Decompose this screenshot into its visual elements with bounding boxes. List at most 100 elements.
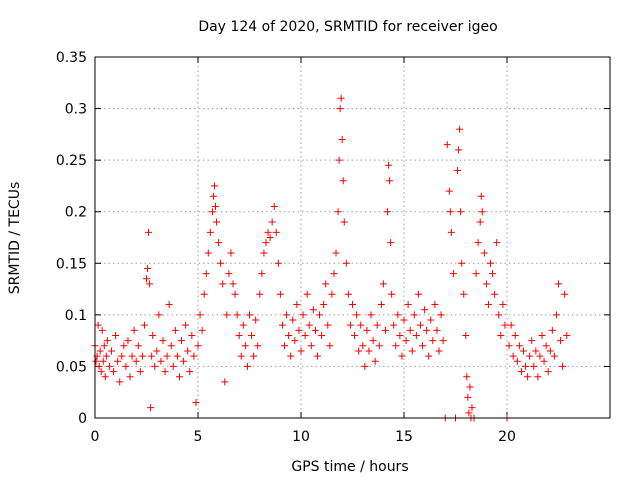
data-point-marker (563, 331, 571, 339)
data-point-marker (357, 321, 365, 329)
data-point-marker (455, 146, 463, 154)
data-point-marker (373, 321, 381, 329)
data-point-marker (167, 342, 175, 350)
chart-title: Day 124 of 2020, SRMTID for receiver ige… (198, 19, 497, 35)
data-point-marker (487, 259, 495, 267)
data-point-marker (468, 404, 476, 412)
x-tick-label: 10 (292, 429, 310, 445)
data-point-marker (96, 347, 104, 355)
data-point-marker (97, 368, 105, 376)
data-point-marker (449, 270, 457, 278)
axis-ticks: 0 0.05 0.1 0.15 0.2 0.25 0.3 0.35 0 5 10 15 20 (56, 50, 610, 445)
data-point-marker (163, 352, 171, 360)
data-point-marker (161, 368, 169, 376)
data-point-marker (489, 270, 497, 278)
data-point-marker (443, 141, 451, 149)
grid-lines (95, 57, 610, 418)
data-point-marker (110, 368, 118, 376)
data-point-marker (301, 331, 309, 339)
data-point-marker (371, 357, 379, 365)
data-point-marker (406, 326, 414, 334)
data-point-marker (287, 352, 295, 360)
data-point-marker (192, 399, 200, 407)
data-point-marker (480, 249, 488, 257)
data-point-marker (138, 352, 146, 360)
data-point-marker (472, 270, 480, 278)
data-point-marker (349, 301, 356, 309)
data-point-marker (213, 218, 221, 226)
data-point-marker (377, 301, 385, 309)
data-point-marker (493, 239, 501, 247)
data-point-marker (484, 301, 492, 309)
data-point-marker (116, 378, 124, 386)
data-point-marker (128, 352, 136, 360)
data-point-marker (235, 331, 243, 339)
plot-frame (94, 56, 611, 419)
data-point-marker (151, 362, 159, 370)
data-point-marker (120, 342, 128, 350)
data-point-marker (146, 280, 154, 288)
data-point-marker (328, 290, 336, 298)
data-point-marker (519, 347, 527, 355)
data-point-marker (215, 239, 223, 247)
x-tick-label: 15 (395, 429, 413, 445)
data-point-marker (118, 352, 126, 360)
data-point-marker (313, 352, 321, 360)
data-point-marker (435, 347, 443, 355)
data-point-marker (153, 347, 161, 355)
data-point-marker (365, 347, 373, 355)
data-point-marker (416, 321, 424, 329)
data-point-marker (202, 270, 210, 278)
data-point-marker (134, 342, 142, 350)
data-point-marker (186, 368, 194, 376)
data-point-marker (408, 347, 416, 355)
data-point-marker (524, 373, 532, 381)
data-point-marker (305, 321, 313, 329)
data-point-marker (262, 239, 270, 247)
data-point-marker (402, 337, 410, 345)
data-point-marker (178, 337, 186, 345)
data-point-marker (464, 393, 472, 401)
data-point-marker (511, 331, 519, 339)
data-point-marker (445, 187, 453, 195)
data-point-marker (375, 342, 383, 350)
data-point-marker (248, 331, 256, 339)
data-point-marker (200, 290, 208, 298)
data-point-marker (217, 259, 225, 267)
data-point-marker (412, 331, 420, 339)
data-point-marker (289, 316, 297, 324)
data-point-marker (392, 342, 400, 350)
data-point-marker (233, 311, 241, 319)
data-point-marker (437, 311, 445, 319)
data-point-marker (98, 326, 106, 334)
data-point-marker (256, 290, 264, 298)
data-point-marker (198, 326, 206, 334)
data-point-marker (513, 357, 521, 365)
y-tick-label: 0.1 (65, 308, 87, 324)
data-point-marker (548, 326, 556, 334)
x-tick-label: 20 (498, 429, 516, 445)
data-point-marker (281, 342, 289, 350)
data-point-marker (367, 311, 375, 319)
data-point-marker (196, 311, 204, 319)
y-tick-label: 0 (78, 411, 87, 427)
data-point-marker (456, 125, 464, 133)
data-point-marker (307, 342, 315, 350)
data-point-marker (145, 228, 153, 236)
data-point-marker (130, 326, 138, 334)
data-point-marker (210, 182, 218, 190)
data-point-marker (254, 342, 262, 350)
data-point-marker (462, 331, 470, 339)
data-point-marker (466, 383, 474, 391)
data-point-marker (385, 161, 393, 169)
data-point-marker (324, 321, 332, 329)
data-point-marker (250, 352, 258, 360)
data-point-marker (431, 301, 439, 309)
data-point-marker (396, 331, 404, 339)
data-point-marker (351, 331, 359, 339)
data-point-marker (336, 105, 344, 113)
data-point-marker (542, 342, 550, 350)
data-point-marker (361, 362, 369, 370)
data-point-marker (227, 249, 235, 257)
data-point-marker (446, 208, 454, 216)
